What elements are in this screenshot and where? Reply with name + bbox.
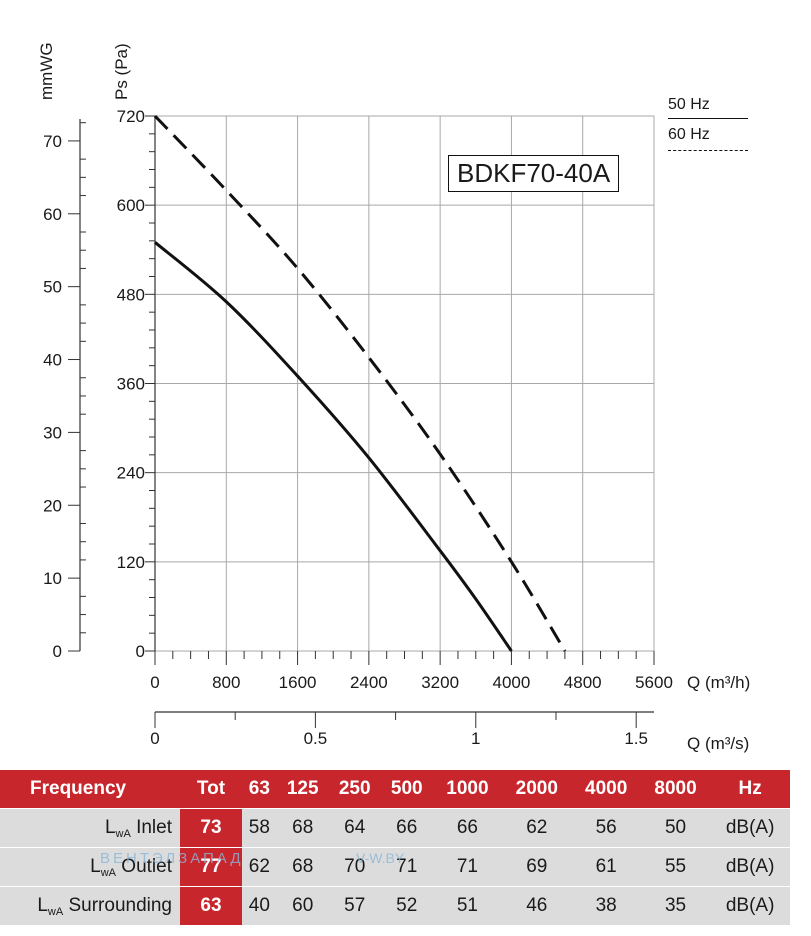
noise-header-frequency: Frequency (30, 778, 127, 799)
noise-header-cell: Tot (180, 770, 242, 809)
noise-value-cell: 70 (344, 856, 366, 877)
series-curve-50hz (154, 241, 513, 652)
noise-header-cell: 1000 (446, 778, 489, 799)
legend-60hz-line (668, 150, 748, 151)
noise-unit-cell: dB(A) (725, 895, 775, 916)
y-tick-label: 240 (117, 464, 145, 483)
noise-header-cell: 125 (286, 778, 319, 799)
y-tick-label: 480 (117, 285, 145, 304)
noise-value-cell: 71 (456, 856, 478, 877)
noise-value-cell: 62 (248, 856, 270, 877)
noise-table-header: Frequency Tot 63 125 250 500 1000 2000 4000 8000 H… (0, 770, 790, 809)
x-tick-label: 1600 (279, 673, 317, 692)
noise-tot-cell: 73 (180, 808, 242, 848)
mmwg-tick-label: 50 (43, 278, 62, 297)
noise-header-cell: 63 (248, 778, 270, 799)
m3s-tick-label: 0 (150, 729, 159, 748)
x-tick-label: 5600 (635, 673, 673, 692)
y-tick-label: 0 (136, 642, 145, 661)
watermark-text: ВЕНТЭЛЗАПАД (100, 850, 244, 867)
fan-curve-chart: 0 800 1600 2400 3200 4000 4800 5600012024036048… (37, 42, 750, 753)
mmwg-tick-label: 0 (53, 642, 62, 661)
legend-50hz-label: 50 Hz (668, 96, 710, 113)
mmwg-tick-label: 20 (43, 496, 62, 515)
noise-table-row: LwA Outlet 77 62 68 70 71 71 69 61 55 dB(A) (0, 847, 790, 887)
noise-value-cell: 35 (664, 895, 687, 916)
y-tick-label: 120 (117, 553, 145, 572)
noise-tot-cell: 77 (180, 847, 242, 887)
noise-value-cell: 68 (292, 817, 314, 838)
noise-value-cell: 71 (396, 856, 418, 877)
x-tick-label: 2400 (350, 673, 388, 692)
noise-header-cell: Hz (738, 778, 762, 799)
m3s-axis-title: Q (m³/s) (687, 734, 749, 753)
legend-50hz-line (668, 118, 748, 119)
x-tick-label: 4000 (493, 673, 531, 692)
noise-unit-cell: dB(A) (725, 817, 775, 838)
mmwg-tick-label: 60 (43, 205, 62, 224)
y-tick-label: 600 (117, 196, 145, 215)
mmwg-tick-label: 40 (43, 351, 62, 370)
y-tick-label: 720 (117, 107, 145, 126)
mmwg-tick-label: 30 (43, 423, 62, 442)
m3s-tick-label: 1 (471, 729, 480, 748)
legend-50hz: 50 Hz (668, 96, 758, 126)
noise-value-cell: 64 (344, 817, 366, 838)
noise-value-cell: 50 (664, 817, 687, 838)
noise-value-cell: 38 (595, 895, 617, 916)
x-axis-title: Q (m³/h) (687, 673, 750, 692)
chart-labels: 0 800 1600 2400 3200 4000 4800 5600012024036048… (37, 42, 750, 753)
watermark-url: V-W.BY (356, 850, 405, 866)
chart-series (153, 114, 567, 652)
x-tick-label: 4800 (564, 673, 602, 692)
noise-table-row: LwA Inlet 73 58 68 64 66 66 62 56 50 dB(A) (0, 808, 790, 848)
noise-value-cell: 58 (248, 817, 270, 838)
noise-value-cell: 66 (456, 817, 478, 838)
noise-table-row: LwA Surrounding 63 40 60 57 52 51 46 38 35 dB(A) (0, 886, 790, 925)
x-tick-label: 800 (212, 673, 240, 692)
noise-value-cell: 66 (396, 817, 418, 838)
x-tick-label: 3200 (421, 673, 459, 692)
mmwg-axis-title: mmWG (37, 42, 56, 100)
noise-row-label: LwA Inlet (104, 816, 172, 840)
noise-value-cell: 40 (248, 895, 270, 916)
series-curve-60hz (153, 114, 567, 652)
noise-row-label: LwA Outlet (90, 855, 172, 879)
pa-axis-title: Ps (Pa) (112, 43, 131, 100)
noise-header-cell: 4000 (585, 778, 628, 799)
mmwg-tick-label: 10 (43, 569, 62, 588)
noise-table: Frequency Tot 63 125 250 500 1000 2000 4000 8000 H… (0, 770, 790, 925)
noise-table-body: LwA Inlet 73 58 68 64 66 66 62 56 50 dB(A) LwA Outl… (0, 808, 790, 925)
noise-header-cell: 250 (338, 778, 371, 799)
noise-value-cell: 55 (664, 856, 687, 877)
noise-unit-cell: dB(A) (725, 856, 775, 877)
legend-60hz: 60 Hz (668, 126, 758, 156)
noise-header-cell: 500 (390, 778, 423, 799)
m3s-tick-label: 1.5 (624, 729, 648, 748)
noise-value-cell: 57 (344, 895, 366, 916)
noise-value-cell: 56 (595, 817, 617, 838)
mmwg-tick-label: 70 (43, 132, 62, 151)
legend: 50 Hz 60 Hz (668, 96, 758, 156)
chart-grid (154, 115, 655, 652)
model-title: BDKF70-40A (448, 155, 620, 192)
noise-value-cell: 62 (526, 817, 548, 838)
noise-row-label: LwA Surrounding (37, 894, 172, 918)
legend-60hz-label: 60 Hz (668, 126, 710, 143)
noise-value-cell: 69 (526, 856, 548, 877)
noise-value-cell: 68 (292, 856, 314, 877)
noise-value-cell: 52 (396, 895, 418, 916)
noise-header-cell: 8000 (654, 778, 697, 799)
x-tick-label: 0 (150, 673, 159, 692)
m3s-tick-label: 0.5 (304, 729, 328, 748)
noise-header-cell: 2000 (515, 778, 558, 799)
noise-value-cell: 61 (595, 856, 617, 877)
noise-value-cell: 51 (456, 895, 478, 916)
noise-value-cell: 60 (292, 895, 314, 916)
noise-value-cell: 46 (526, 895, 548, 916)
y-tick-label: 360 (117, 375, 145, 394)
noise-tot-cell: 63 (180, 886, 242, 925)
chart-axes (68, 115, 655, 728)
